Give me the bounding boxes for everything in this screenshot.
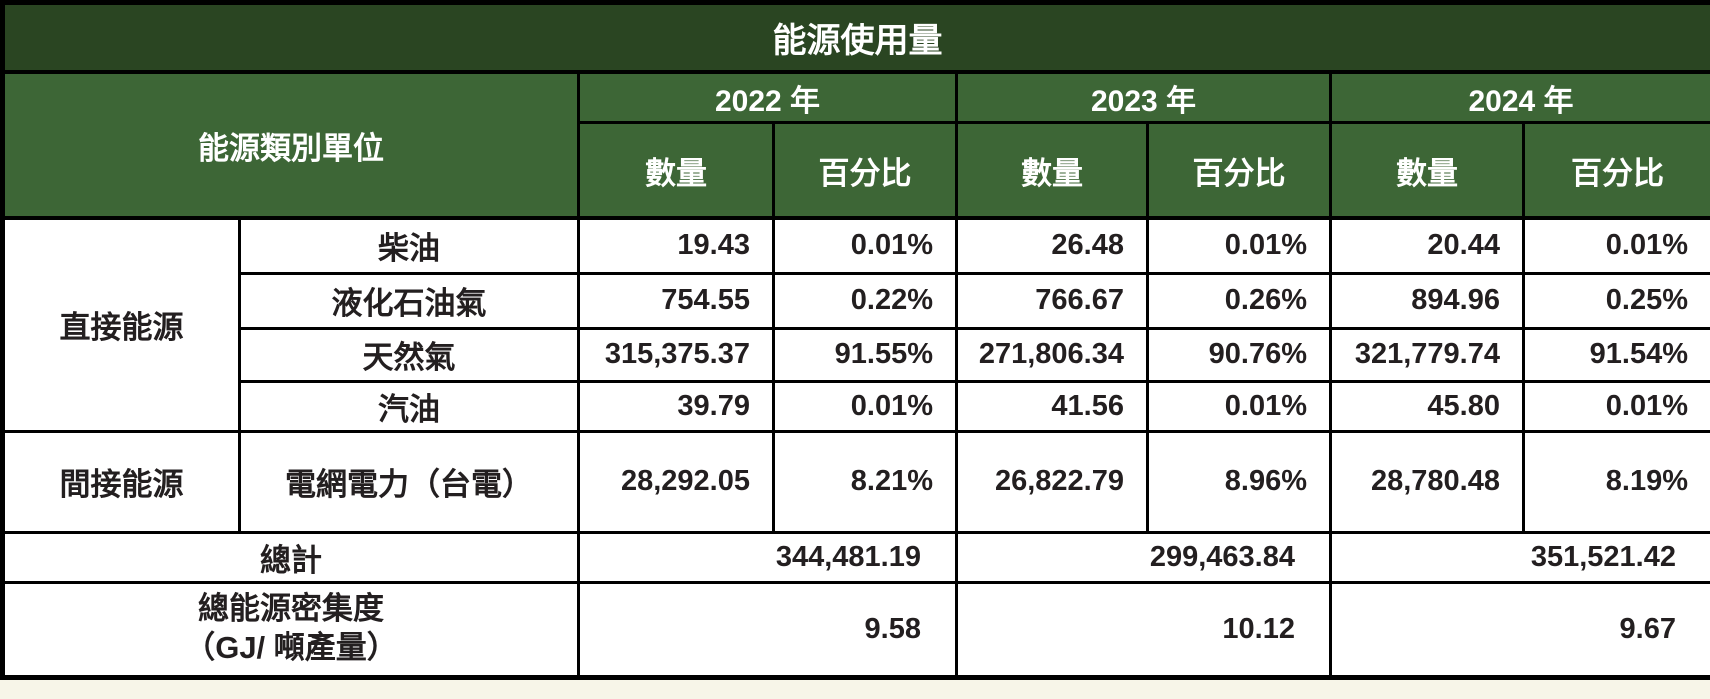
total-2023: 299,463.84 <box>955 530 1332 584</box>
total-label: 總計 <box>1 530 580 584</box>
electricity-2022-pct: 8.21% <box>772 429 958 534</box>
energy-usage-table: 能源使用量 能源類別單位 2022 年 2023 年 2024 年 數量 百分比… <box>0 0 1710 680</box>
gasoline-2022-pct: 0.01% <box>772 379 958 433</box>
electricity-2024-pct: 8.19% <box>1522 429 1710 534</box>
percent-header-2023: 百分比 <box>1146 121 1332 220</box>
intensity-2022: 9.58 <box>577 580 958 679</box>
lpg-2022-pct: 0.22% <box>772 271 958 330</box>
unit-gasoline: 汽油 <box>238 379 580 433</box>
table-row-gasoline: 汽油 39.79 0.01% 41.56 0.01% 45.80 0.01% <box>3 379 1710 433</box>
quantity-header-2023: 數量 <box>955 121 1149 220</box>
diesel-2023-pct: 0.01% <box>1146 216 1332 275</box>
diesel-2023-qty: 26.48 <box>955 216 1149 275</box>
lpg-2023-qty: 766.67 <box>955 271 1149 330</box>
lpg-2024-pct: 0.25% <box>1522 271 1710 330</box>
percent-header-2024: 百分比 <box>1522 121 1710 220</box>
percent-header-2022: 百分比 <box>772 121 958 220</box>
quantity-header-2022: 數量 <box>577 121 775 220</box>
diesel-2024-pct: 0.01% <box>1522 216 1710 275</box>
category-indirect-energy: 間接能源 <box>1 429 241 534</box>
gas-2023-pct: 90.76% <box>1146 326 1332 383</box>
gasoline-2023-qty: 41.56 <box>955 379 1149 433</box>
table-row-intensity: 總能源密集度 （GJ/ 噸產量） 9.58 10.12 9.67 <box>1 580 1710 679</box>
table-row-grid-electricity: 間接能源 電網電力（台電） 28,292.05 8.21% 26,822.79 … <box>1 429 1710 534</box>
gas-2022-qty: 315,375.37 <box>577 326 775 383</box>
electricity-2024-qty: 28,780.48 <box>1329 429 1525 534</box>
intensity-label-line1: 總能源密集度 <box>198 591 384 627</box>
gasoline-2023-pct: 0.01% <box>1146 379 1332 433</box>
intensity-label: 總能源密集度 （GJ/ 噸產量） <box>1 580 580 679</box>
gasoline-2024-qty: 45.80 <box>1329 379 1525 433</box>
unit-natural-gas: 天然氣 <box>238 326 580 383</box>
table-row-natural-gas: 天然氣 315,375.37 91.55% 271,806.34 90.76% … <box>3 326 1710 383</box>
year-2024-header: 2024 年 <box>1329 70 1710 124</box>
gasoline-2024-pct: 0.01% <box>1522 379 1710 433</box>
gas-2022-pct: 91.55% <box>772 326 958 383</box>
gas-2023-qty: 271,806.34 <box>955 326 1149 383</box>
intensity-2024: 9.67 <box>1329 580 1710 679</box>
year-2022-header: 2022 年 <box>577 70 958 124</box>
category-direct-energy: 直接能源 <box>1 216 241 433</box>
gasoline-2022-qty: 39.79 <box>577 379 775 433</box>
diesel-2022-qty: 19.43 <box>577 216 775 275</box>
title-row: 能源使用量 <box>1 1 1710 74</box>
unit-grid-electricity: 電網電力（台電） <box>238 429 580 534</box>
quantity-header-2024: 數量 <box>1329 121 1525 220</box>
unit-diesel: 柴油 <box>238 216 580 275</box>
electricity-2023-pct: 8.96% <box>1146 429 1332 534</box>
intensity-2023: 10.12 <box>955 580 1332 679</box>
table-row-total: 總計 344,481.19 299,463.84 351,521.42 <box>1 530 1710 584</box>
total-2024: 351,521.42 <box>1329 530 1710 584</box>
electricity-2023-qty: 26,822.79 <box>955 429 1149 534</box>
lpg-2023-pct: 0.26% <box>1146 271 1332 330</box>
table-row-diesel: 直接能源 柴油 19.43 0.01% 26.48 0.01% 20.44 0.… <box>1 216 1710 433</box>
gas-2024-qty: 321,779.74 <box>1329 326 1525 383</box>
intensity-label-line2: （GJ/ 噸產量） <box>184 630 398 665</box>
subheader-row: 數量 百分比 數量 百分比 數量 百分比 <box>3 121 1710 220</box>
category-unit-header: 能源類別單位 <box>1 70 580 220</box>
year-2023-header: 2023 年 <box>955 70 1332 124</box>
diesel-2024-qty: 20.44 <box>1329 216 1525 275</box>
total-2022: 344,481.19 <box>577 530 958 584</box>
lpg-2022-qty: 754.55 <box>577 271 775 330</box>
gas-2024-pct: 91.54% <box>1522 326 1710 383</box>
diesel-2022-pct: 0.01% <box>772 216 958 275</box>
table-title: 能源使用量 <box>1 1 1710 74</box>
table-row-lpg: 液化石油氣 754.55 0.22% 766.67 0.26% 894.96 0… <box>3 271 1710 330</box>
year-header-row: 能源類別單位 2022 年 2023 年 2024 年 <box>1 70 1710 220</box>
unit-lpg: 液化石油氣 <box>238 271 580 330</box>
lpg-2024-qty: 894.96 <box>1329 271 1525 330</box>
electricity-2022-qty: 28,292.05 <box>577 429 775 534</box>
